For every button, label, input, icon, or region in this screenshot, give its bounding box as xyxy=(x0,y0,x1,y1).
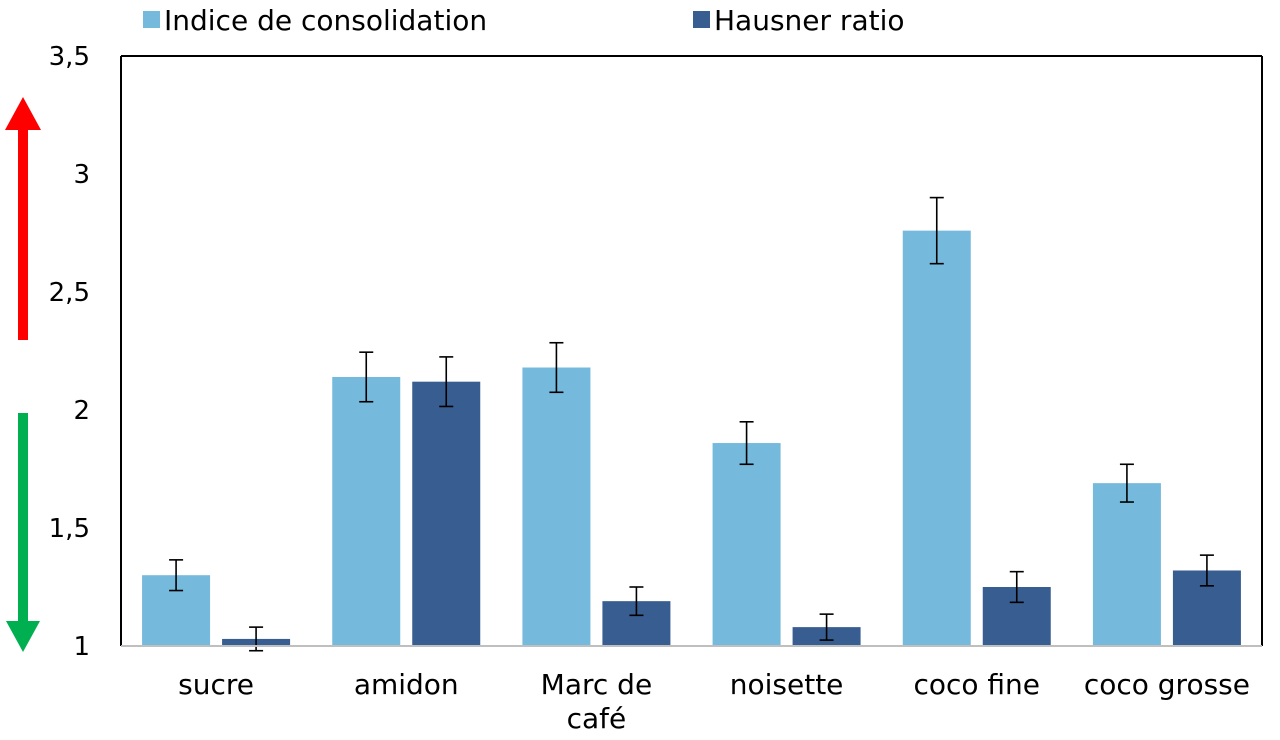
x-category-label-line: café xyxy=(567,702,627,735)
error-bars xyxy=(169,196,1214,652)
y-tick-label: 1 xyxy=(73,632,90,662)
x-category-label: coco fine xyxy=(913,668,1040,701)
bar-hausner xyxy=(412,381,481,646)
y-tick-label: 3 xyxy=(73,160,90,190)
bar-indice xyxy=(522,367,591,646)
y-axis: 1 1,5 2 2,5 3 3,5 xyxy=(49,42,90,662)
legend-swatch-hausner xyxy=(693,11,710,28)
y-tick-label: 2 xyxy=(73,396,90,426)
x-axis: sucre amidon Marc de café noisette coco fine c… xyxy=(178,668,1250,735)
arrow-up-shaft xyxy=(18,128,28,340)
y-tick-label: 1,5 xyxy=(49,514,90,544)
plot-frame xyxy=(120,55,1263,647)
arrow-up-icon xyxy=(5,97,41,130)
legend-label-indice: Indice de consolidation xyxy=(164,4,487,37)
y-tick-label: 2,5 xyxy=(49,278,90,308)
legend: Indice de consolidation Hausner ratio xyxy=(143,4,905,37)
y-tick-label: 3,5 xyxy=(49,42,90,72)
arrow-down-shaft xyxy=(18,413,28,623)
x-category-label: coco grosse xyxy=(1084,668,1250,701)
bar-indice xyxy=(1092,483,1161,646)
x-category-label: sucre xyxy=(178,668,254,701)
x-category-label-line: coco grosse xyxy=(1084,668,1250,701)
bar-indice xyxy=(332,376,401,646)
x-category-label: noisette xyxy=(730,668,844,701)
x-category-label: Marc de café xyxy=(541,668,653,735)
x-category-label: amidon xyxy=(354,668,459,701)
x-category-label-line: sucre xyxy=(178,668,254,701)
legend-swatch-indice xyxy=(143,11,160,28)
bar-indice xyxy=(902,230,971,646)
x-category-label-line: amidon xyxy=(354,668,459,701)
side-arrows xyxy=(5,97,41,652)
x-category-label-line: coco fine xyxy=(913,668,1040,701)
x-category-label-line: noisette xyxy=(730,668,844,701)
x-category-label-line: Marc de xyxy=(541,668,653,701)
bar-indice xyxy=(712,443,781,646)
bars xyxy=(142,230,1241,646)
arrow-down-icon xyxy=(6,621,40,652)
legend-label-hausner: Hausner ratio xyxy=(714,4,905,37)
